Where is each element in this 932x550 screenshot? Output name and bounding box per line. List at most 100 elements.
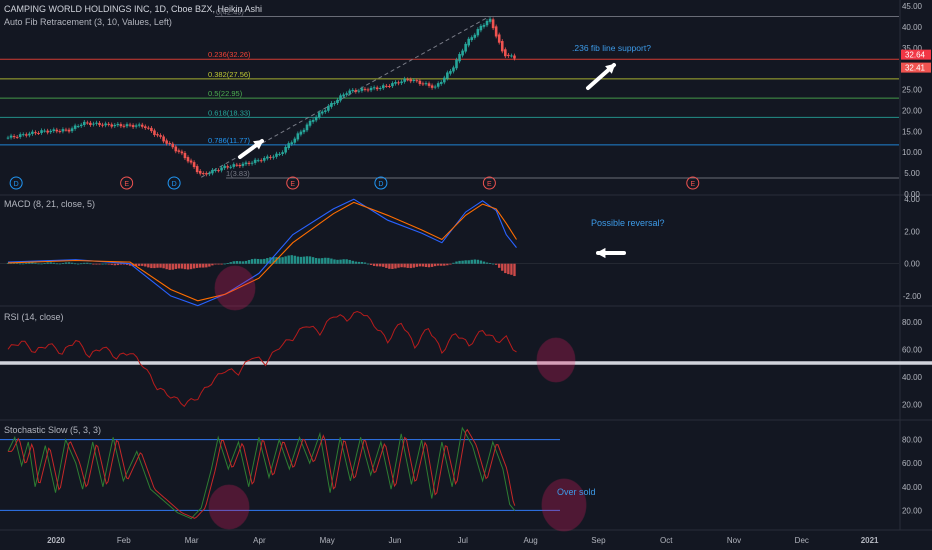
macd-histogram-bar [46, 262, 49, 264]
macd-histogram-bar [86, 262, 89, 264]
candle-body [186, 157, 190, 162]
candle-body [302, 129, 306, 133]
macd-histogram-bar [98, 263, 101, 265]
candle-body [6, 137, 10, 139]
time-axis-tick: Mar [185, 536, 199, 545]
candle-body [299, 131, 303, 135]
macd-y-tick: 4.00 [904, 195, 920, 204]
event-marker [482, 176, 496, 190]
candle-body [394, 81, 397, 84]
candle-body [256, 160, 260, 162]
candle-body [34, 132, 37, 134]
stochastic-y-tick: 40.00 [902, 483, 923, 492]
macd-histogram-bar [372, 263, 376, 266]
macd-histogram-bar [360, 262, 364, 264]
candle-body [134, 125, 138, 127]
macd-histogram-bar [473, 259, 477, 264]
candle-body [421, 83, 425, 85]
candle-body [293, 138, 297, 143]
time-axis-tick: Apr [253, 536, 266, 545]
macd-annotation: Possible reversal? [591, 218, 665, 228]
macd-histogram-bar [305, 256, 309, 264]
candle-body [89, 122, 92, 126]
macd-histogram-bar [76, 263, 80, 265]
macd-histogram-bar [415, 263, 419, 267]
macd-histogram-bar [455, 261, 458, 264]
macd-histogram-bar [388, 263, 391, 269]
macd-histogram-bar [510, 263, 513, 275]
candle-body [153, 130, 156, 136]
candle-body [119, 124, 123, 127]
candle-body [266, 156, 269, 159]
candle-body [195, 166, 199, 173]
candle-body [86, 122, 89, 124]
rsi-y-tick: 60.00 [902, 345, 923, 354]
time-axis-tick: Aug [523, 536, 537, 545]
highlight-circle [536, 337, 576, 383]
candle-body [31, 131, 34, 134]
candle-body [333, 102, 336, 104]
macd-histogram-bar [379, 263, 382, 267]
price-y-tick: 15.00 [902, 127, 923, 136]
candle-body [409, 79, 413, 82]
macd-histogram-bar [37, 263, 40, 265]
event-marker-label: D [14, 181, 19, 188]
candle-body [287, 143, 290, 149]
macd-histogram-bar [235, 260, 239, 264]
price-y-tick: 10.00 [902, 148, 923, 157]
macd-histogram-bar [290, 255, 293, 264]
macd-histogram-bar [34, 262, 37, 264]
candle-body [378, 87, 382, 89]
candle-body [320, 111, 324, 114]
candle-body [171, 143, 175, 148]
candle-body [229, 166, 233, 168]
candle-body [189, 160, 193, 163]
candle-body [15, 136, 19, 138]
macd-histogram-bar [70, 262, 74, 264]
macd-histogram-bar [342, 259, 345, 264]
macd-histogram-bar [421, 263, 425, 267]
macd-histogram-bar [241, 261, 245, 264]
candle-body [446, 72, 449, 79]
candle-body [104, 123, 107, 126]
candle-body [168, 143, 172, 145]
candle-body [305, 124, 309, 131]
candle-body [92, 123, 95, 125]
candle-body [73, 125, 77, 129]
candle-body [82, 121, 86, 125]
macd-histogram-bar [302, 256, 306, 264]
candle-body [473, 34, 477, 38]
macd-histogram-bar [366, 263, 370, 265]
candle-body [156, 134, 159, 136]
candle-body [458, 54, 461, 62]
highlight-circle [208, 484, 250, 530]
macd-histogram-bar [308, 256, 312, 264]
candle-body [354, 90, 358, 92]
candle-body [55, 129, 59, 132]
macd-histogram-bar [107, 263, 110, 265]
macd-histogram-bar [174, 263, 178, 269]
highlight-circle [214, 265, 256, 311]
macd-histogram-bar [125, 263, 129, 265]
price-y-tick: 45.00 [902, 2, 923, 11]
candle-body [64, 129, 68, 131]
stochastic-y-tick: 80.00 [902, 436, 923, 445]
candle-body [324, 110, 327, 112]
macd-histogram-bar [83, 262, 86, 264]
candle-body [494, 26, 498, 37]
stochastic-y-tick: 60.00 [902, 459, 923, 468]
macd-histogram-bar [95, 263, 98, 265]
macd-histogram-bar [501, 263, 504, 271]
candle-body [290, 142, 294, 145]
macd-histogram-bar [113, 263, 116, 266]
candle-body [67, 129, 71, 132]
candle-body [403, 78, 406, 82]
macd-histogram-bar [229, 262, 232, 264]
macd-histogram-bar [147, 263, 150, 268]
arrow-icon-head [605, 63, 616, 74]
fib-support-annotation: .236 fib line support? [572, 43, 651, 53]
candle-body [165, 140, 168, 144]
macd-histogram-bar [513, 263, 516, 277]
macd-histogram-bar [31, 262, 34, 264]
